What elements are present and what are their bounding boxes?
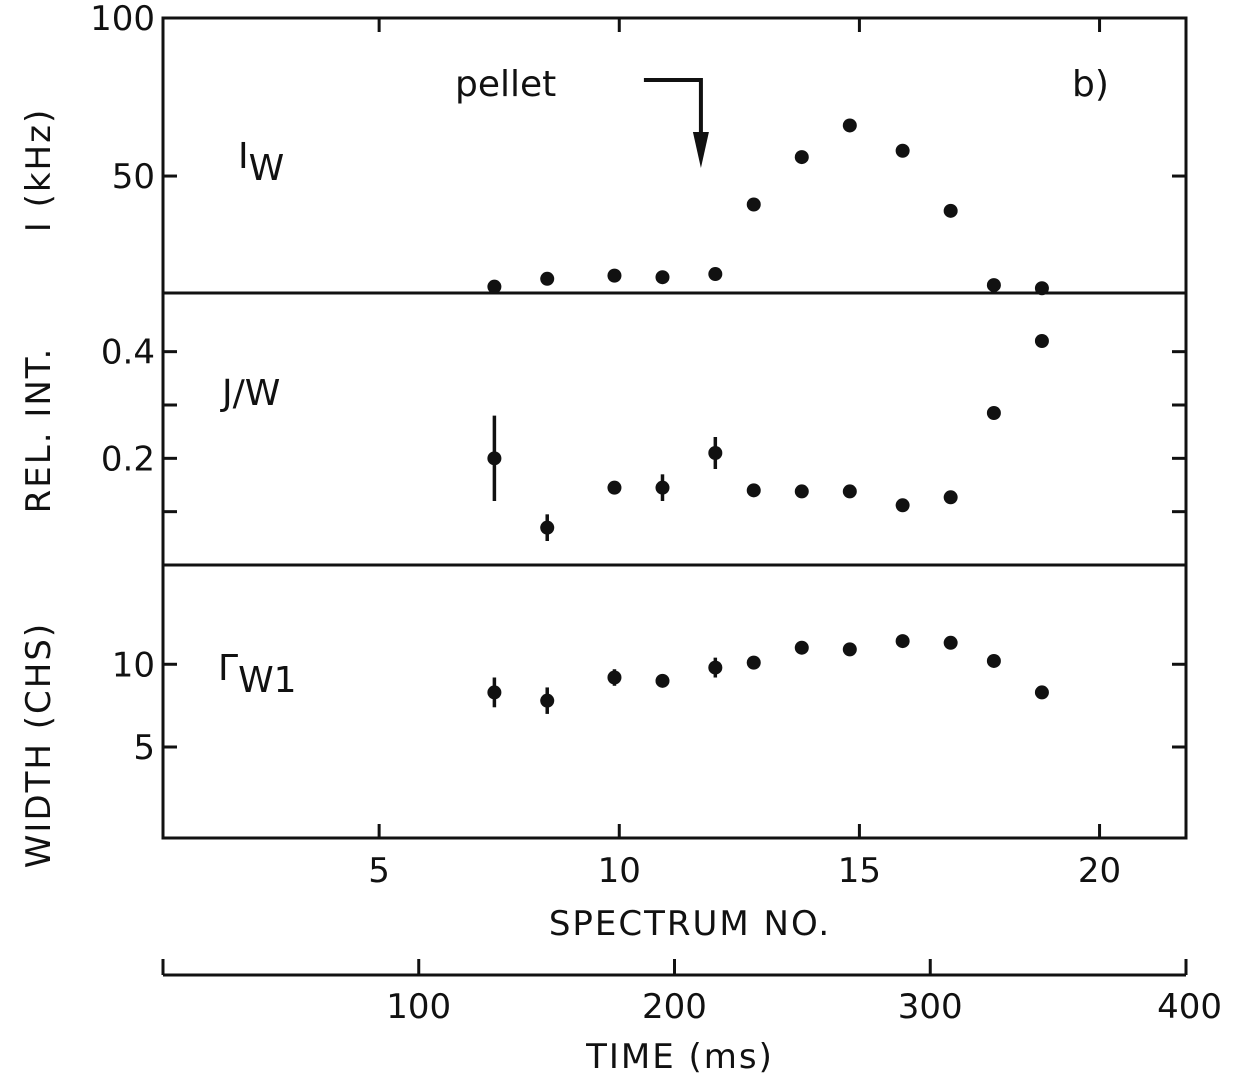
series-label-main: Γ [218,648,238,689]
data-point [708,267,723,282]
x-tick-label: 10 [598,851,641,891]
panel-frames [161,16,1188,840]
y-tick-label: 10 [112,645,155,685]
y-tick-label: 0.2 [101,439,155,479]
data-point [943,490,958,505]
data-point [746,483,761,498]
axis-labels: 5 10 15 20 SPECTRUM NO. 100 200 300 400 TIME (ms)… [19,0,1222,1077]
series-label-main: I [238,136,249,177]
data-point [986,406,1001,420]
y-axis-title-part: WIDTH (CHS) [19,622,59,868]
data-point [986,278,1001,293]
data-point [607,268,622,283]
data-point [895,498,910,513]
x-tick-label: 15 [838,851,881,891]
data-point [746,197,761,212]
annotations: pellet [455,64,709,168]
time-tick-label: 100 [386,987,451,1027]
data-point [794,484,809,499]
time-axis-title: TIME (ms) [585,1037,774,1077]
data-point [895,143,910,158]
time-tick-label: 400 [1157,987,1222,1027]
data-point [487,685,502,700]
y-tick-label: 0.4 [101,333,155,373]
data-point [540,271,555,286]
data-point [746,655,761,670]
pellet-label: pellet [455,64,556,105]
y-axis-title-part: I (kHz) [19,108,59,232]
data-point [1034,685,1049,700]
data-point [655,673,670,688]
data-point [943,203,958,218]
data-point [794,150,809,165]
y-tick-label: 100 [90,0,155,39]
data-point [540,693,555,708]
data-point [655,480,670,495]
data-point [794,640,809,655]
x-axis-title: SPECTRUM NO. [549,904,831,944]
data-point [708,660,723,675]
data-point [895,634,910,649]
y-tick-label: 50 [112,157,155,197]
data-point [1034,281,1049,296]
data-point [487,451,502,466]
data-marks [487,118,1049,714]
x-tick-label: 20 [1078,851,1121,891]
x-tick-label: 5 [368,851,390,891]
time-tick-label: 300 [898,987,963,1027]
plot-frame [161,16,1188,840]
data-point [708,446,723,460]
data-point [607,480,622,495]
series-label: ΓW1 [218,648,297,701]
series-label-main: J/W [220,373,280,414]
series-label: J/W [220,373,280,414]
data-point [655,270,670,285]
panel-label: b) [1072,64,1109,105]
pellet-arrow-line [643,78,703,138]
data-point [487,279,502,294]
y-axis-title-part: REL. INT. [19,347,59,514]
data-point [1034,334,1049,348]
data-point [842,118,857,133]
data-point [842,642,857,657]
data-point [540,520,555,535]
series-label: IW [238,136,284,189]
y-tick-label: 5 [133,728,155,768]
time-tick-label: 200 [642,987,707,1027]
data-point [607,670,622,685]
data-point [943,635,958,650]
series-label-sub: W [249,148,285,189]
series-label-sub: W1 [238,660,297,701]
axis-ticks [161,16,1188,977]
data-point [986,653,1001,668]
pellet-arrow-head [692,132,709,168]
data-point [842,484,857,499]
